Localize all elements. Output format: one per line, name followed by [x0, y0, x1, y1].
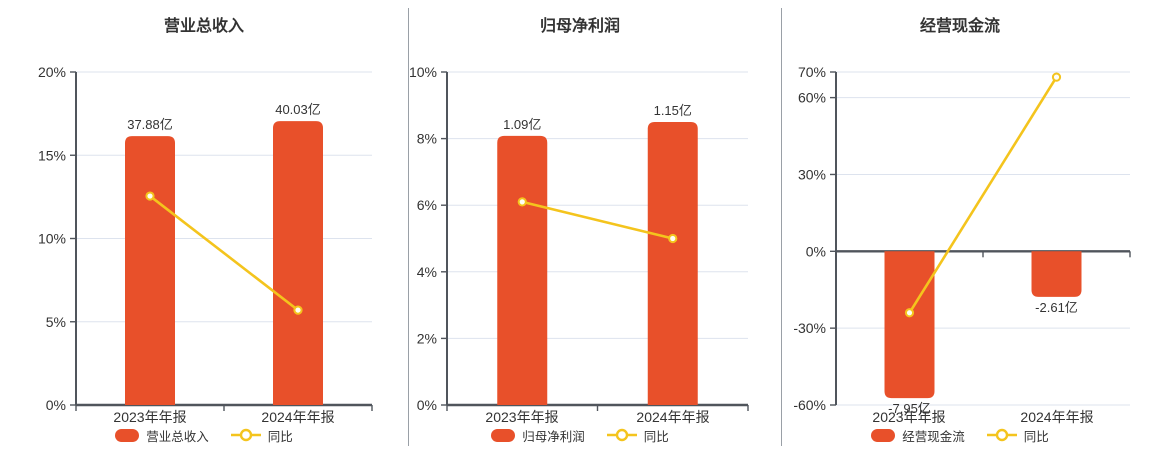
y-tick-label: 0% — [806, 243, 826, 259]
x-axis-label: 2024年年报 — [261, 409, 335, 425]
yoy-line — [908, 76, 1058, 314]
legend-cash-flow: 经营现金流 同比 — [790, 426, 1130, 444]
chart-1: 0% 5% 10% 15% 20% 37.88亿 40.03亿 — [38, 64, 373, 413]
legend-bar-label[interactable]: 经营现金流 — [902, 429, 965, 444]
legend-line-glyph[interactable] — [230, 428, 261, 442]
bar-value-label: -2.61亿 — [1035, 300, 1078, 315]
legend-line-label[interactable]: 同比 — [643, 429, 669, 444]
bar-2023年年报[interactable] — [497, 135, 548, 405]
bar-2023年年报[interactable] — [884, 251, 935, 399]
y-tick-label: 15% — [38, 147, 66, 163]
yoy-marker — [904, 308, 915, 318]
y-tick-label: 20% — [38, 64, 66, 80]
y-tick-label: 0% — [417, 397, 437, 413]
chart-3: -60% -30% 0% 30% 60% 70% -7.95亿 -2.61亿 — [793, 64, 1131, 416]
bar-value-label: -7.95亿 — [888, 401, 931, 416]
bar-value-label: 1.09亿 — [503, 117, 541, 132]
yoy-marker — [1051, 72, 1062, 82]
bar-value-label: 40.03亿 — [275, 102, 321, 117]
chart-2: 0% 2% 4% 6% 8% 10% 1.09亿 1.15亿 — [409, 64, 749, 413]
yoy-marker — [517, 197, 527, 207]
yoy-marker — [668, 233, 678, 244]
yoy-line — [149, 195, 299, 312]
yoy-line — [521, 200, 674, 240]
bar-2024年年报[interactable] — [273, 121, 323, 406]
yoy-marker — [293, 305, 303, 315]
chart-title-revenue: 营业总收入 — [163, 18, 244, 35]
chart-title-cash-flow: 经营现金流 — [919, 18, 1000, 35]
legend-bar-label[interactable]: 归母净利润 — [522, 429, 585, 444]
legend-bar-swatch[interactable] — [871, 428, 896, 442]
x-axis-label: 2023年年报 — [113, 409, 187, 425]
bar-2024年年报[interactable] — [647, 121, 698, 405]
y-tick-label: 10% — [409, 64, 437, 80]
x-axis-label: 2024年年报 — [636, 409, 710, 425]
y-tick-label: 10% — [38, 231, 66, 247]
bar-2024年年报[interactable] — [1031, 251, 1082, 297]
bar-value-label: 1.15亿 — [654, 103, 692, 118]
bar-2023年年报[interactable] — [125, 136, 175, 406]
x-axis-label: 2023年年报 — [872, 409, 946, 425]
y-tick-label: -60% — [793, 397, 826, 413]
y-tick-label: -30% — [793, 320, 826, 336]
y-tick-label: 8% — [417, 131, 437, 147]
bar-value-label: 37.88亿 — [127, 117, 173, 132]
y-tick-label: 4% — [417, 264, 437, 280]
y-tick-label: 60% — [798, 90, 826, 106]
y-tick-label: 0% — [46, 397, 66, 413]
legend-bar-swatch[interactable] — [491, 428, 516, 442]
chart-title-net-profit: 归母净利润 — [539, 18, 620, 35]
legend-bar-label[interactable]: 营业总收入 — [146, 429, 209, 444]
x-axis-label: 2024年年报 — [1020, 409, 1094, 425]
legend-net-profit: 归母净利润 同比 — [412, 426, 748, 444]
y-tick-label: 5% — [46, 314, 66, 330]
x-axis-label: 2023年年报 — [485, 409, 559, 425]
legend-line-glyph[interactable] — [986, 428, 1017, 442]
y-tick-label: 70% — [798, 64, 826, 80]
yoy-marker — [145, 191, 155, 201]
y-tick-label: 2% — [417, 330, 437, 346]
y-tick-label: 6% — [417, 197, 437, 213]
legend-line-label[interactable]: 同比 — [1023, 429, 1049, 444]
panel-divider — [408, 8, 409, 446]
panel-divider — [781, 8, 782, 446]
y-tick-label: 30% — [798, 166, 826, 182]
legend-line-glyph[interactable] — [606, 428, 637, 442]
legend-bar-swatch[interactable] — [115, 428, 140, 442]
legend-revenue: 营业总收入 同比 — [36, 426, 372, 444]
legend-line-label[interactable]: 同比 — [267, 429, 293, 444]
